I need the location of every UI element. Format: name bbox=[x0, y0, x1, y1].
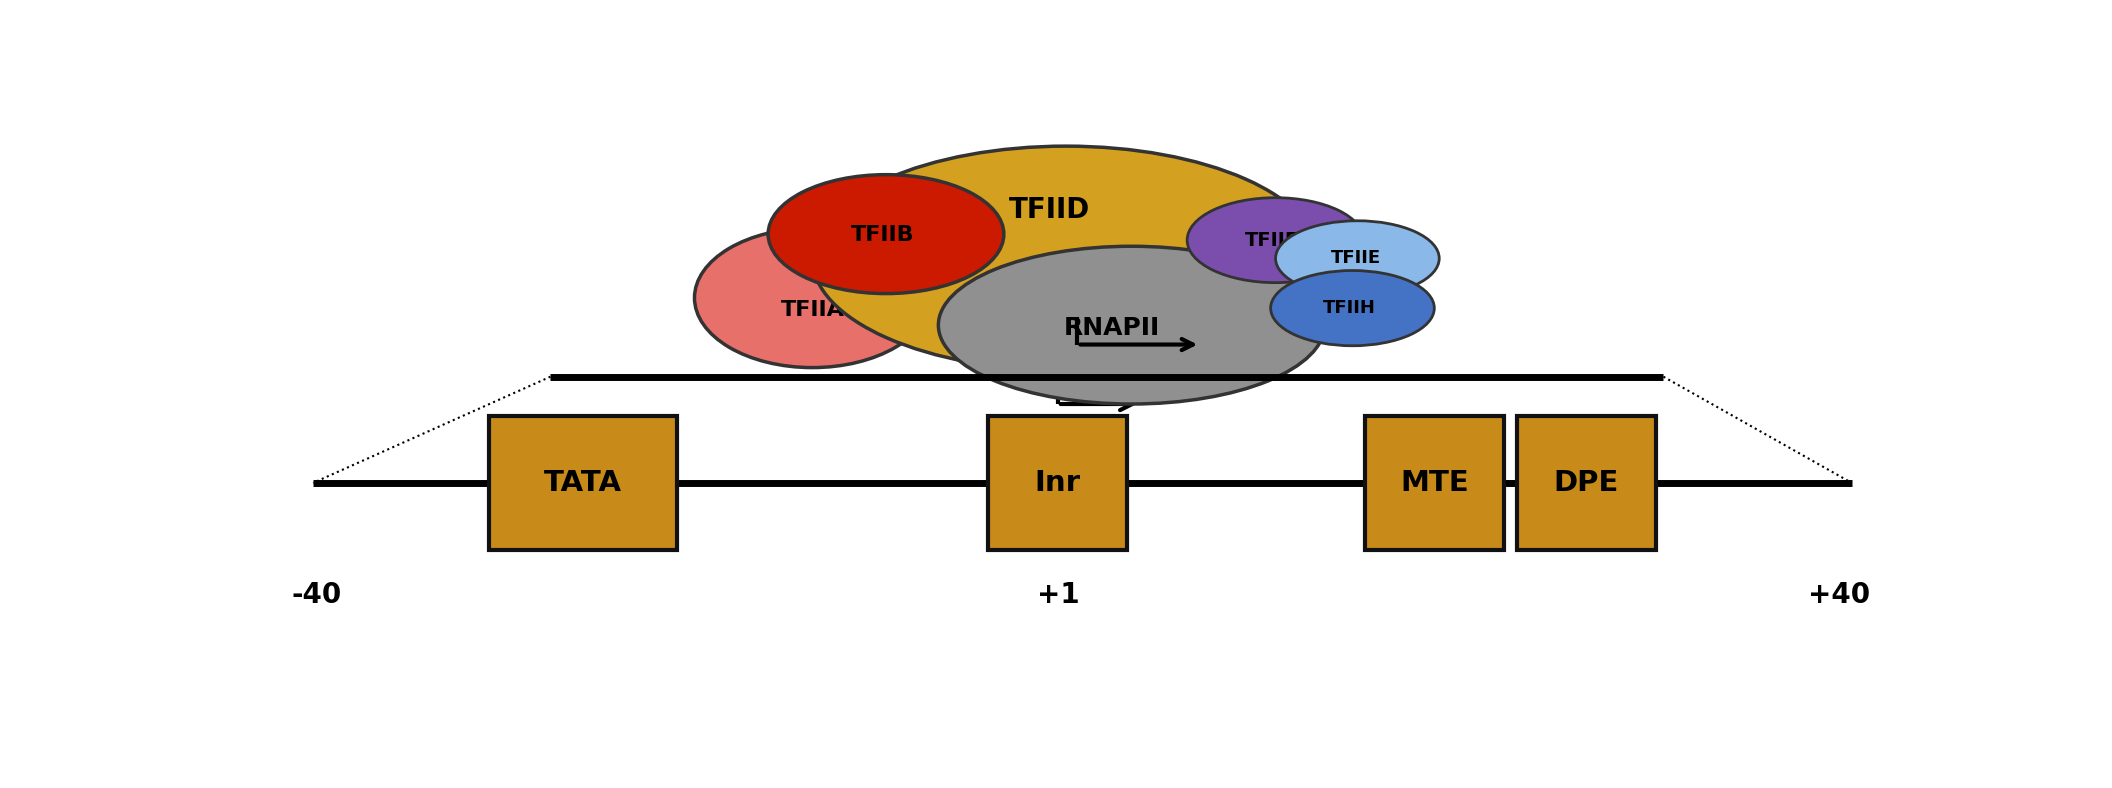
Ellipse shape bbox=[769, 175, 1003, 294]
Ellipse shape bbox=[938, 246, 1324, 404]
Text: TFIIA: TFIIA bbox=[781, 300, 845, 320]
Text: RNAPII: RNAPII bbox=[1064, 316, 1159, 340]
Text: TATA: TATA bbox=[545, 469, 623, 497]
Ellipse shape bbox=[1276, 221, 1438, 296]
Text: TFIIF: TFIIF bbox=[1246, 231, 1299, 250]
Text: TFIID: TFIID bbox=[1010, 196, 1090, 224]
Text: MTE: MTE bbox=[1400, 469, 1468, 497]
FancyBboxPatch shape bbox=[1364, 416, 1504, 550]
Ellipse shape bbox=[813, 146, 1320, 370]
Text: DPE: DPE bbox=[1554, 469, 1620, 497]
Text: TFIIH: TFIIH bbox=[1322, 299, 1375, 317]
Ellipse shape bbox=[1187, 198, 1364, 283]
Text: TFIIB: TFIIB bbox=[851, 225, 914, 245]
FancyBboxPatch shape bbox=[1516, 416, 1656, 550]
FancyBboxPatch shape bbox=[988, 416, 1128, 550]
Ellipse shape bbox=[695, 228, 929, 367]
Text: +40: +40 bbox=[1808, 581, 1869, 609]
Text: +1: +1 bbox=[1037, 581, 1079, 609]
Text: TFIIE: TFIIE bbox=[1331, 249, 1381, 267]
Ellipse shape bbox=[1271, 270, 1434, 346]
FancyBboxPatch shape bbox=[490, 416, 678, 550]
Text: Inr: Inr bbox=[1035, 469, 1081, 497]
Text: -40: -40 bbox=[291, 581, 342, 609]
